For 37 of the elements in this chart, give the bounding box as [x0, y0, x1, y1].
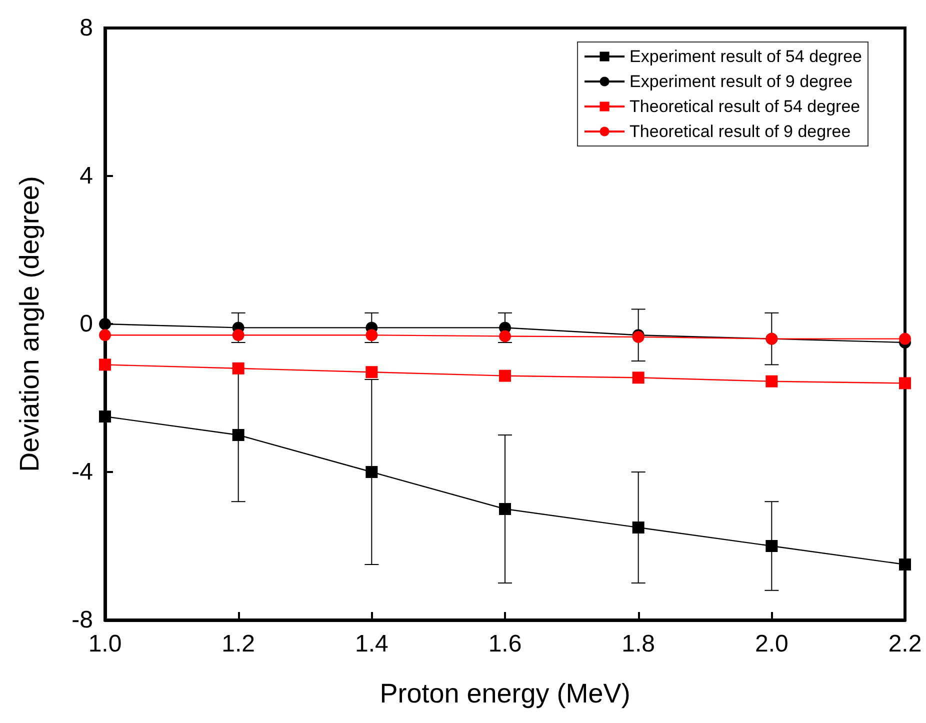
y-tick-label: 4: [80, 162, 93, 190]
point: [366, 329, 378, 342]
point: [766, 375, 778, 388]
x-tick-label: 2.2: [888, 630, 922, 658]
y-axis-title: Deviation angle (degree): [14, 176, 44, 472]
point: [366, 466, 378, 478]
point: [232, 429, 244, 441]
x-tick-label: 1.8: [622, 630, 656, 658]
x-tick-label: 2.0: [754, 630, 788, 658]
x-tick-label: 1.2: [222, 630, 256, 658]
point: [232, 329, 244, 342]
point: [232, 362, 244, 374]
point: [632, 372, 644, 384]
point: [99, 329, 111, 342]
x-tick-label: 1.4: [354, 630, 388, 658]
point: [499, 370, 511, 382]
x-tick-label: 1.0: [88, 630, 122, 658]
y-tick-label: -8: [72, 606, 93, 634]
point: [99, 358, 111, 371]
point: [366, 366, 378, 378]
point: [632, 522, 644, 534]
point: [99, 410, 111, 422]
legend-label: Experiment result of 54 degree: [630, 47, 862, 66]
y-tick-label: 0: [80, 310, 93, 338]
y-tick-label: -4: [72, 458, 93, 486]
point: [499, 330, 511, 342]
legend-label: Experiment result of 9 degree: [630, 72, 853, 91]
point: [499, 503, 511, 515]
point: [899, 332, 911, 345]
legend-label: Theoretical result of 54 degree: [630, 97, 860, 116]
x-tick-label: 1.6: [488, 630, 522, 658]
x-axis-title: Proton energy (MeV): [380, 678, 630, 708]
point: [766, 540, 778, 552]
point: [899, 377, 911, 390]
legend-label: Theoretical result of 9 degree: [630, 122, 851, 141]
point: [899, 558, 911, 570]
y-tick-label: 8: [80, 14, 93, 42]
